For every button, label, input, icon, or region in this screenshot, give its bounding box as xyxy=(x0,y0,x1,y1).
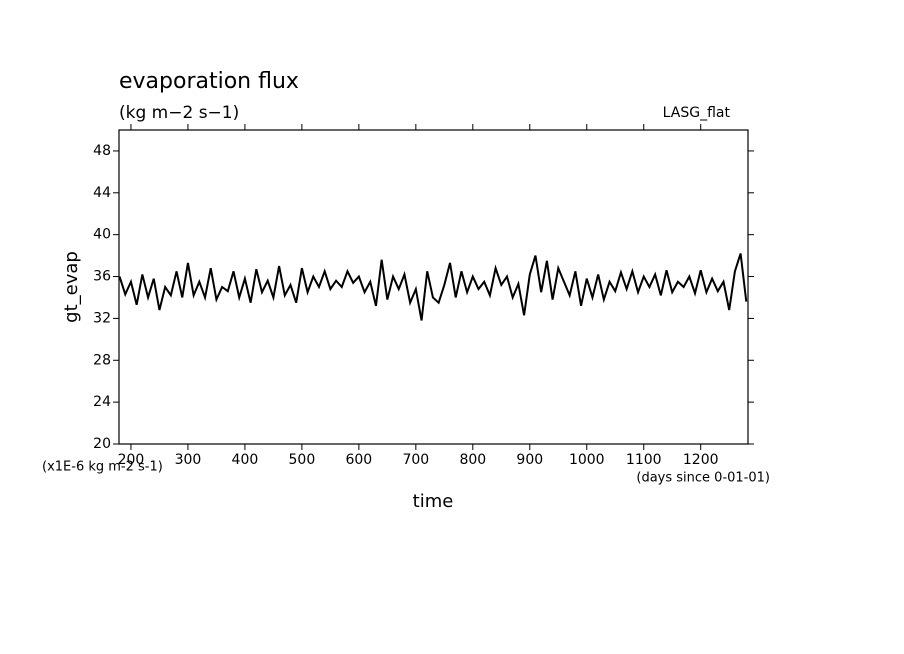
y-unit: (x1E-6 kg m-2 s-1) xyxy=(42,460,163,475)
x-tick-label: 600 xyxy=(345,452,372,468)
x-tick-label: 1000 xyxy=(569,452,605,468)
x-tick-label: 900 xyxy=(516,452,543,468)
x-tick-label: 800 xyxy=(459,452,486,468)
x-axis-label: time xyxy=(413,491,454,512)
chart-title: evaporation flux xyxy=(119,69,299,94)
x-unit: (days since 0-01-01) xyxy=(636,471,770,486)
x-tick-label: 1200 xyxy=(683,452,719,468)
y-tick-label: 32 xyxy=(93,310,111,326)
x-tick-label: 400 xyxy=(232,452,259,468)
y-axis-label: gt_evap xyxy=(61,251,82,323)
y-tick-label: 24 xyxy=(93,394,111,410)
x-tick-label: 1100 xyxy=(626,452,662,468)
x-tick-label: 700 xyxy=(402,452,429,468)
data-line xyxy=(118,253,748,321)
y-tick-label: 20 xyxy=(93,436,111,452)
x-tick-label: 300 xyxy=(175,452,202,468)
y-tick-label: 44 xyxy=(93,185,111,201)
x-tick-label: 500 xyxy=(289,452,316,468)
y-tick-label: 28 xyxy=(93,352,111,368)
y-tick-label: 48 xyxy=(93,143,111,159)
x-tick-label: 200 xyxy=(118,452,145,468)
chart-subtitle: (kg m−2 s−1) xyxy=(119,103,239,123)
y-tick-label: 36 xyxy=(93,269,111,285)
annotation: LASG_flat xyxy=(663,105,731,121)
y-tick-label: 40 xyxy=(93,227,111,243)
plot-frame xyxy=(118,129,749,445)
